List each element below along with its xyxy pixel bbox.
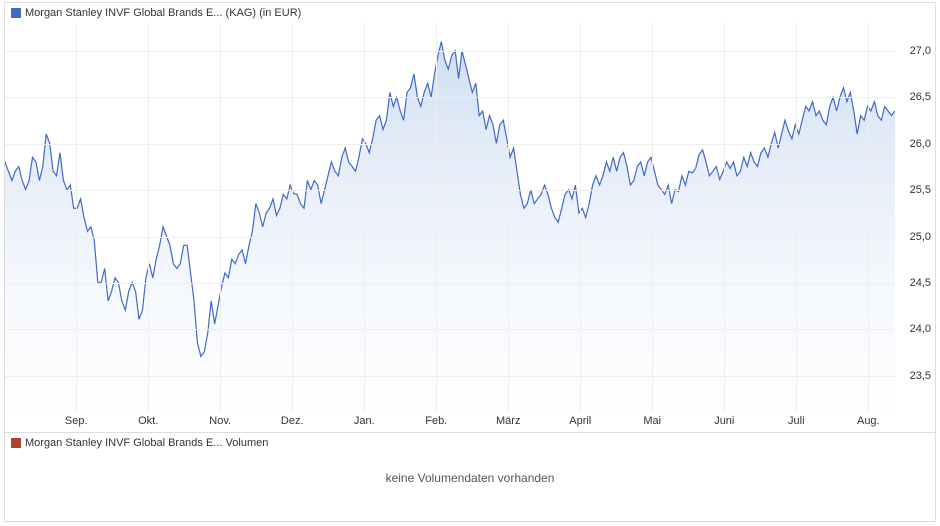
plot-area xyxy=(5,23,895,412)
price-legend: Morgan Stanley INVF Global Brands E... (… xyxy=(5,3,935,23)
x-tick-label: Nov. xyxy=(209,415,231,427)
chart-container: Morgan Stanley INVF Global Brands E... (… xyxy=(4,2,936,522)
x-gridline xyxy=(292,23,293,412)
y-gridline xyxy=(5,144,895,145)
x-gridline xyxy=(364,23,365,412)
x-tick-label: Sep. xyxy=(65,415,88,427)
x-gridline xyxy=(652,23,653,412)
x-tick-label: Okt. xyxy=(138,415,158,427)
volume-legend-swatch xyxy=(11,438,21,448)
price-legend-swatch xyxy=(11,8,21,18)
x-tick-label: Jan. xyxy=(354,415,375,427)
volume-legend-label: Morgan Stanley INVF Global Brands E... V… xyxy=(25,437,268,449)
x-gridline xyxy=(580,23,581,412)
x-gridline xyxy=(868,23,869,412)
y-gridline xyxy=(5,329,895,330)
price-chart: 23,5 24,0 24,5 25,0 25,5 26,0 26,5 27,0 Sep. Okt… xyxy=(5,23,935,433)
y-tick-label: 26,5 xyxy=(910,91,931,103)
x-tick-label: Feb. xyxy=(425,415,447,427)
y-tick-label: 25,0 xyxy=(910,231,931,243)
x-tick-label: Aug. xyxy=(857,415,880,427)
x-tick-label: Mai xyxy=(643,415,661,427)
x-tick-label: Juni xyxy=(714,415,734,427)
volume-legend: Morgan Stanley INVF Global Brands E... V… xyxy=(5,433,935,453)
y-tick-label: 24,0 xyxy=(910,323,931,335)
y-gridline xyxy=(5,237,895,238)
price-line-svg xyxy=(5,23,895,412)
y-tick-label: 27,0 xyxy=(910,45,931,57)
y-gridline xyxy=(5,190,895,191)
x-tick-label: Juli xyxy=(788,415,805,427)
y-tick-label: 23,5 xyxy=(910,370,931,382)
y-axis: 23,5 24,0 24,5 25,0 25,5 26,0 26,5 27,0 xyxy=(895,23,935,412)
x-gridline xyxy=(508,23,509,412)
y-gridline xyxy=(5,283,895,284)
x-tick-label: März xyxy=(496,415,520,427)
x-gridline xyxy=(220,23,221,412)
x-axis: Sep. Okt. Nov. Dez. Jan. Feb. März April Mai Juni… xyxy=(5,412,895,432)
x-tick-label: April xyxy=(569,415,591,427)
y-tick-label: 26,0 xyxy=(910,138,931,150)
x-gridline xyxy=(76,23,77,412)
price-legend-label: Morgan Stanley INVF Global Brands E... (… xyxy=(25,7,301,19)
x-gridline xyxy=(724,23,725,412)
volume-empty-text: keine Volumendaten vorhanden xyxy=(5,453,935,485)
volume-section: Morgan Stanley INVF Global Brands E... V… xyxy=(5,433,935,513)
x-gridline xyxy=(436,23,437,412)
y-tick-label: 24,5 xyxy=(910,277,931,289)
y-tick-label: 25,5 xyxy=(910,184,931,196)
y-gridline xyxy=(5,97,895,98)
x-gridline xyxy=(148,23,149,412)
x-gridline xyxy=(796,23,797,412)
y-gridline xyxy=(5,51,895,52)
x-tick-label: Dez. xyxy=(281,415,304,427)
y-gridline xyxy=(5,376,895,377)
